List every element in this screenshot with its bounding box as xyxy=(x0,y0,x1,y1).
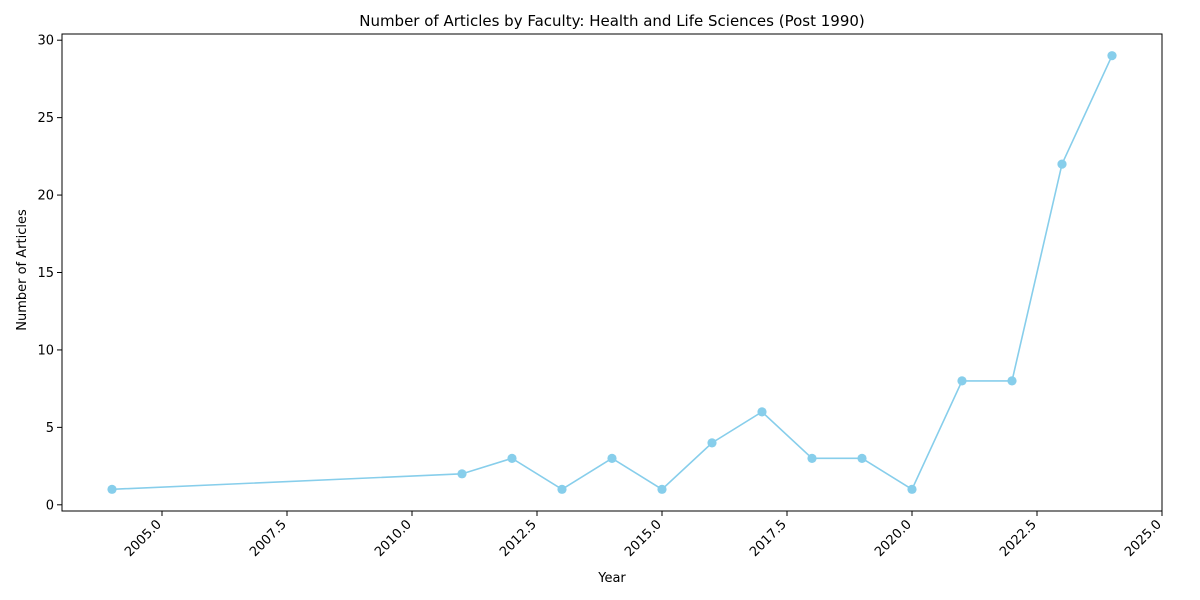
y-tick-label: 5 xyxy=(46,421,54,436)
y-tick-label: 20 xyxy=(37,189,54,204)
x-tick-label: 2022.5 xyxy=(997,517,1040,560)
data-point xyxy=(507,453,517,463)
x-axis-label: Year xyxy=(597,571,626,586)
x-tick-label: 2017.5 xyxy=(747,517,790,560)
data-point xyxy=(907,484,917,494)
data-point xyxy=(857,453,867,463)
data-point xyxy=(707,438,717,448)
x-tick-label: 2015.0 xyxy=(622,517,665,560)
chart-title: Number of Articles by Faculty: Health an… xyxy=(359,12,865,30)
y-tick-label: 30 xyxy=(37,34,54,49)
y-tick-label: 0 xyxy=(46,498,54,513)
data-point xyxy=(1057,159,1067,169)
y-tick-label: 15 xyxy=(37,266,54,281)
x-tick-label: 2025.0 xyxy=(1122,517,1165,560)
data-point xyxy=(1107,51,1117,61)
data-point xyxy=(957,376,967,386)
data-point xyxy=(757,407,767,417)
series-line xyxy=(111,55,1113,491)
y-tick-label: 25 xyxy=(37,111,54,126)
y-axis-label: Number of Articles xyxy=(15,209,30,331)
x-tick-label: 2020.0 xyxy=(872,517,915,560)
y-tick-label: 10 xyxy=(37,343,54,358)
data-point xyxy=(107,484,117,494)
axes-frame xyxy=(61,33,1163,512)
data-point xyxy=(657,484,667,494)
data-point xyxy=(807,453,817,463)
data-point xyxy=(557,484,567,494)
x-tick-label: 2010.0 xyxy=(372,517,415,560)
data-point xyxy=(457,469,467,479)
x-tick-label: 2007.5 xyxy=(247,517,290,560)
data-point xyxy=(607,453,617,463)
x-tick-label: 2005.0 xyxy=(122,517,165,560)
plot-area: 0 5 10 15 20 25 30 2005.0 2007.5 2010.0 2012.5 2015… xyxy=(37,33,1165,560)
data-point xyxy=(1007,376,1017,386)
x-tick-label: 2012.5 xyxy=(497,517,540,560)
